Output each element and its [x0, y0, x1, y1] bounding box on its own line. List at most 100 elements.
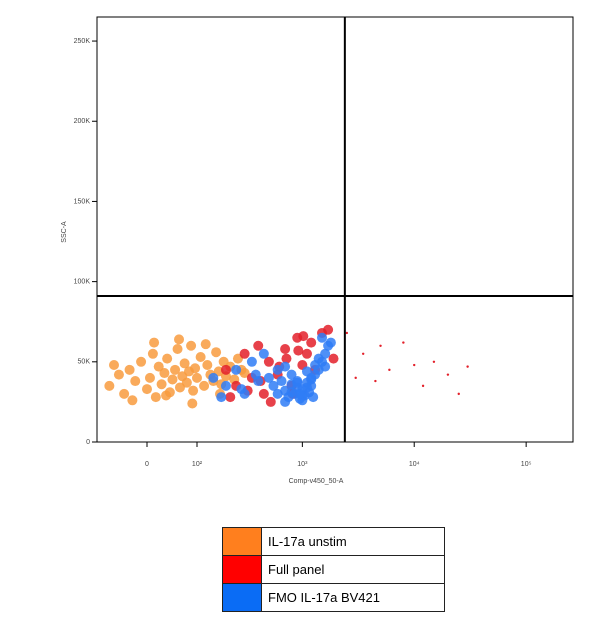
point [320, 361, 331, 372]
point [170, 364, 181, 375]
point [211, 347, 222, 358]
point [281, 353, 292, 364]
point [236, 384, 247, 395]
point [147, 348, 158, 359]
point [301, 382, 312, 393]
point [153, 361, 164, 372]
point [446, 373, 450, 376]
point [253, 340, 264, 351]
point [188, 385, 199, 396]
legend-swatch [222, 583, 262, 612]
y-tick-label: 100K [74, 278, 91, 285]
point [149, 337, 160, 348]
point [200, 339, 211, 350]
legend-swatch [222, 527, 262, 556]
legend-entry: Full panel [222, 555, 445, 584]
point [113, 369, 124, 380]
point [195, 352, 206, 362]
legend-label: FMO IL-17a BV421 [261, 583, 445, 612]
y-tick-label: 0 [86, 439, 90, 446]
legend: IL-17a unstim Full panel FMO IL-17a BV421 [222, 527, 445, 612]
x-tick-label: 10² [192, 461, 203, 468]
point [199, 380, 210, 391]
point [466, 365, 469, 368]
point [306, 337, 317, 348]
points [104, 324, 469, 409]
x-tick-label: 10⁴ [409, 461, 420, 468]
point [293, 345, 304, 356]
point [127, 395, 138, 406]
point [208, 372, 219, 383]
point [179, 358, 190, 369]
point [124, 364, 135, 375]
point [413, 363, 416, 367]
point [141, 384, 152, 395]
point [144, 372, 155, 383]
point [109, 360, 120, 371]
point [231, 364, 242, 375]
point [276, 376, 287, 387]
point [280, 343, 291, 354]
y-axis-label: SSC-A [61, 221, 68, 243]
point [328, 353, 339, 364]
point [130, 376, 141, 387]
x-tick-label: 10³ [297, 461, 308, 468]
point [104, 380, 115, 391]
point [374, 379, 377, 383]
point [225, 392, 236, 403]
point [286, 387, 297, 398]
point [150, 392, 161, 403]
y-tick-label: 150K [74, 198, 91, 205]
y-tick-label: 50K [78, 359, 91, 366]
point [162, 353, 173, 364]
point [239, 368, 250, 379]
point [258, 348, 269, 359]
point [325, 337, 336, 348]
point [258, 388, 269, 399]
point [268, 380, 279, 391]
point [239, 348, 250, 359]
point [313, 353, 324, 364]
point [159, 368, 170, 379]
point [432, 360, 436, 364]
point [167, 374, 178, 385]
point [361, 352, 365, 355]
point [292, 377, 303, 388]
point [181, 377, 192, 388]
chart: Comp-v450_50-A SSC-A 0 10² 10³ 10⁴ 10⁵ 0 50K 10… [61, 16, 574, 485]
x-tick-label: 10⁵ [521, 461, 532, 468]
point [263, 356, 274, 367]
point [119, 388, 130, 399]
legend-label: IL-17a unstim [261, 527, 445, 556]
point [161, 390, 172, 401]
x-axis-label: Comp-v450_50-A [289, 478, 344, 485]
point [186, 340, 197, 351]
point [136, 356, 147, 367]
point [421, 384, 425, 388]
point [172, 343, 183, 354]
legend-label: Full panel [261, 555, 445, 584]
point [286, 369, 297, 380]
y-tick-label: 200K [74, 118, 91, 125]
point [317, 332, 328, 343]
point [280, 396, 291, 407]
point [306, 374, 317, 385]
point [280, 361, 291, 372]
point [220, 364, 231, 375]
legend-entry: FMO IL-17a BV421 [222, 583, 445, 612]
point [250, 369, 261, 380]
point [354, 376, 357, 380]
point [294, 388, 305, 399]
x-tick-label: 0 [145, 461, 149, 468]
point [191, 372, 202, 383]
point [323, 324, 334, 335]
point [298, 331, 309, 342]
point [388, 368, 391, 372]
point [220, 380, 231, 391]
legend-entry: IL-17a unstim [222, 527, 445, 556]
point [216, 392, 227, 403]
point [156, 379, 167, 390]
y-tick-label: 250K [74, 38, 91, 45]
point [187, 398, 198, 409]
